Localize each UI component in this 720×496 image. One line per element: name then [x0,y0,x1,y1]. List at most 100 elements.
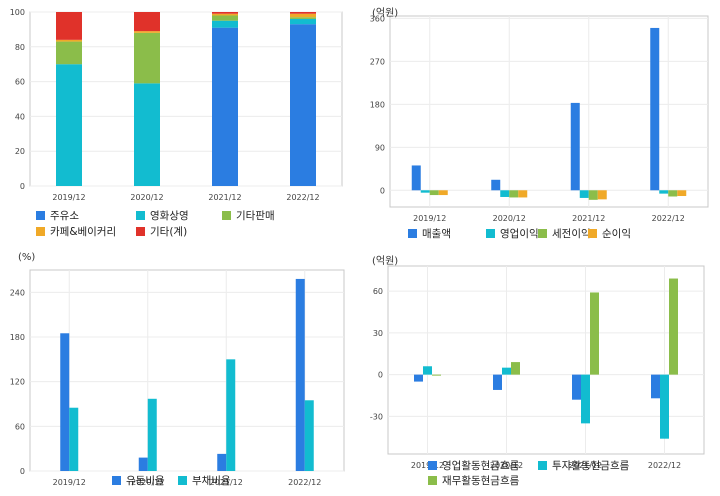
legend-swatch [486,229,495,238]
x-tick-label: 2020/12 [131,478,164,487]
y-tick-label: 0 [380,186,385,195]
y-tick-label: 0 [378,371,383,380]
chart-svg: 0 60 120 180 240 2019/12 2020/12 2021/12 2022/12 [10,269,345,487]
bar-3-2021-12 [597,190,607,200]
bar-2-2020-12 [134,32,160,84]
legend-label: 카페&베이커리 [50,226,117,238]
legend-item[interactable]: 영화상영 [136,208,189,223]
legend-label: 영업활동현금흐름 [442,460,520,472]
legend-label: 주유소 [50,210,79,222]
bar-3-2022-12 [677,190,687,197]
x-tick-label: 2019/12 [52,193,85,202]
bar-0-2021-12 [212,27,238,186]
legend-swatch [428,461,437,470]
bar-3-2020-12 [518,190,528,198]
legend-label: 기타판매 [236,210,275,222]
legend-swatch [588,229,597,238]
legend-item[interactable]: 카페&베이커리 [36,224,116,239]
legend-item[interactable]: 매출액 [408,226,451,241]
bar-0-2021-12 [570,102,580,191]
bar-2-2022-12 [668,190,678,197]
legend-label: 영화상영 [150,210,189,222]
legend-swatch [136,227,145,236]
legend-label: 투자활동현금흐름 [552,460,630,472]
legend-label: 부채비율 [192,475,231,487]
bar-1-2022-12 [660,374,669,439]
y-tick-label: 0 [20,182,25,191]
chart-panel-revenue-mix: 0 20 40 60 80 100 2019/12 2020/12 2021/12 2022/12… [0,0,360,248]
bar-1-2020-12 [147,398,157,471]
legend-swatch [538,461,547,470]
x-tick-label: 2021/12 [208,193,241,202]
bar-0-2021-12 [217,453,227,471]
bar-2-2019-12 [429,190,439,196]
x-tick-label: 2019/12 [413,214,446,223]
bar-3-2022-12 [290,13,316,18]
legend-item[interactable]: 부채비율 [178,473,231,488]
y-tick-label: 80 [15,43,25,52]
y-tick-label: 20 [15,147,25,156]
bar-0-2022-12 [295,278,305,471]
legend-swatch [178,476,187,485]
chart-panel-cashflow: -30 0 30 60 2019/12 2020/12 2021/12 2022/12 (억원… [360,248,720,496]
legend-swatch [36,211,45,220]
legend-swatch [112,476,121,485]
legend-label: 순이익 [602,228,631,240]
bar-1-2022-12 [659,190,669,194]
bar-1-2019-12 [420,190,430,193]
bar-2-2020-12 [511,362,520,375]
y-tick-label: 60 [373,287,383,296]
x-tick-label: 2022/12 [648,461,681,470]
legend-item[interactable]: 영업이익 [486,226,539,241]
bar-1-2020-12 [500,190,510,197]
legend-item[interactable]: 투자활동현금흐름 [538,458,629,473]
bar-0-2019-12 [60,333,70,471]
y-tick-label: 60 [15,422,25,431]
bar-1-2020-12 [134,83,160,186]
bar-4-2021-12 [212,12,238,14]
legend-item[interactable]: 기타판매 [222,208,275,223]
y-tick-label: 180 [10,333,25,342]
bar-0-2022-12 [290,24,316,187]
y-tick-label: 0 [20,467,25,476]
y-tick-label: 40 [15,112,25,121]
legend-swatch [222,211,231,220]
bar-3-2020-12 [134,31,160,33]
y-tick-label: 360 [370,14,385,23]
legend-label: 유동비율 [126,475,165,487]
chart-svg: 0 90 180 270 360 2019/12 2020/12 2021/12 2022/12 [370,14,709,223]
legend-item[interactable]: 영업활동현금흐름 [428,458,519,473]
bar-0-2019-12 [411,165,421,191]
bar-1-2022-12 [304,400,314,471]
x-tick-label: 2022/12 [288,478,321,487]
bar-0-2019-12 [414,374,423,382]
y-tick-label: 60 [15,78,25,87]
y-tick-label: 30 [373,329,383,338]
legend-item[interactable]: 주유소 [36,208,79,223]
y-tick-label: 90 [375,143,385,152]
legend-item[interactable]: 기타(계) [136,224,187,239]
legend-label: 기타(계) [150,226,188,238]
bar-4-2022-12 [290,12,316,14]
bar-0-2022-12 [651,374,660,399]
legend-item[interactable]: 순이익 [588,226,631,241]
x-tick-label: 2021/12 [210,478,243,487]
bar-3-2019-12 [438,190,448,196]
bar-2-2022-12 [669,278,678,375]
x-tick-label: 2019/12 [53,478,86,487]
unit-label: (억원) [372,256,399,267]
y-tick-label: 270 [370,57,385,66]
bar-2-2022-12 [290,17,316,19]
legend-swatch [428,476,437,485]
legend-item[interactable]: 세전이익 [538,226,591,241]
legend-label: 세전이익 [552,228,591,240]
legend-item[interactable]: 재무활동현금흐름 [428,473,519,488]
legend-swatch [538,229,547,238]
legend-item[interactable]: 유동비율 [112,473,165,488]
bar-1-2021-12 [212,20,238,28]
y-tick-label: -30 [370,412,383,421]
unit-label: (%) [18,252,36,263]
bar-2-2021-12 [588,190,598,200]
y-tick-label: 120 [10,378,25,387]
legend-swatch [36,227,45,236]
